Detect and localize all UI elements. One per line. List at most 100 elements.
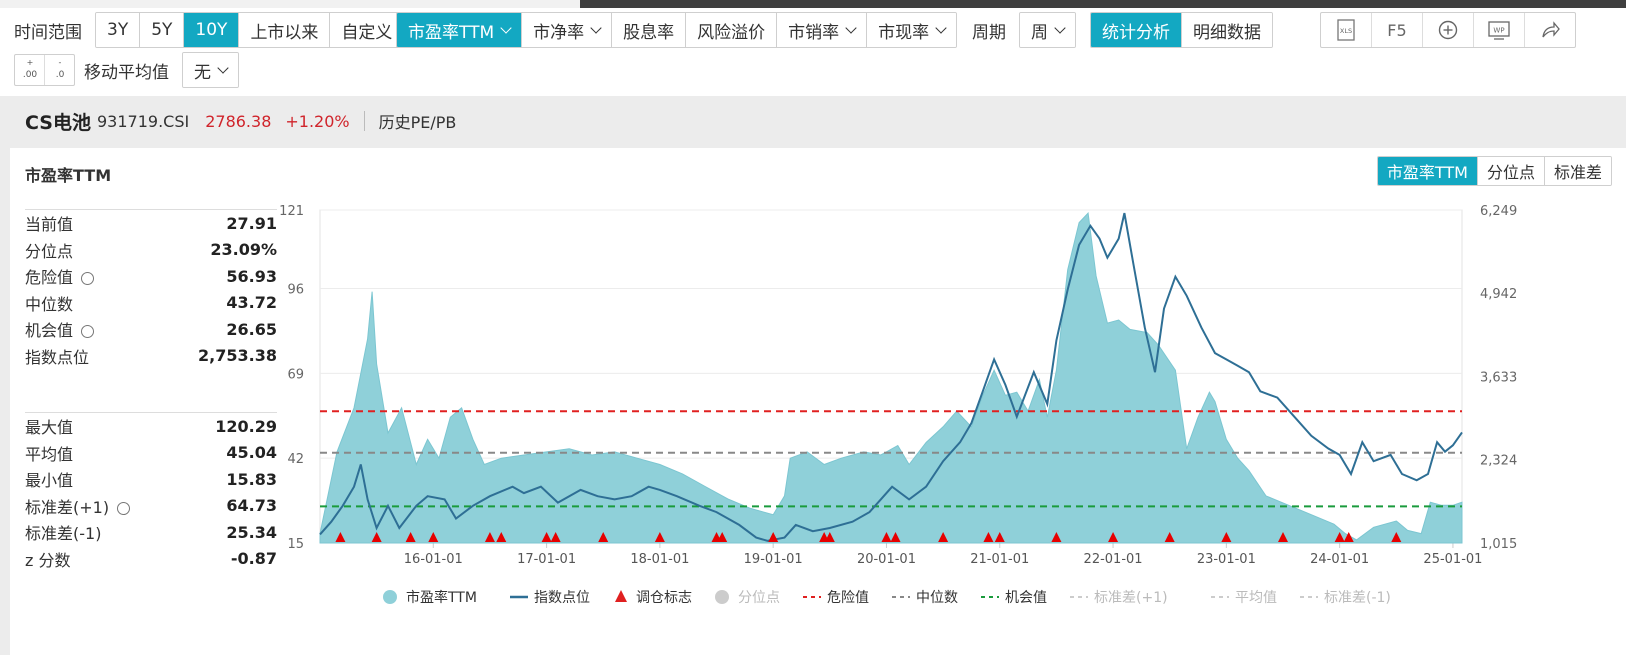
tab-detail-data[interactable]: 明细数据 [1182, 13, 1272, 47]
legend-label: 分位点 [738, 590, 780, 606]
rebalance-marker [335, 532, 346, 542]
rebalance-marker [1221, 532, 1232, 542]
legend-label: 标准差(+1) [1094, 590, 1168, 606]
rebalance-marker [768, 532, 779, 542]
gear-icon[interactable] [81, 325, 95, 339]
legend-item[interactable]: 市盈率TTM [383, 589, 477, 606]
share-icon[interactable] [1525, 13, 1575, 47]
chevron-down-icon [1054, 21, 1066, 34]
stat-row: 平均值 45.04 [25, 440, 277, 467]
stat-row: 最大值 120.29 [25, 413, 277, 440]
stat-label: 最小值 [25, 471, 74, 491]
window-top-strip [0, 0, 1626, 8]
stat-value: 23.09% [210, 240, 277, 260]
seg-tab-stddev[interactable]: 标准差 [1544, 157, 1611, 185]
metric-pb-label: 市净率 [533, 22, 585, 43]
stat-label: 中位数 [25, 294, 74, 314]
stat-row: 标准差(+1) 64.73 [25, 493, 277, 520]
stat-row: 最小值 15.83 [25, 466, 277, 493]
chevron-down-icon [500, 21, 512, 34]
period-value: 周 [1031, 22, 1048, 43]
metric-ps-dropdown[interactable]: 市销率 [777, 13, 868, 47]
rebalance-marker [1164, 532, 1175, 542]
stat-label: 分位点 [25, 241, 74, 261]
rebalance-marker [994, 532, 1005, 542]
rebalance-marker [717, 532, 728, 542]
metric-risk-premium-button[interactable]: 风险溢价 [686, 13, 778, 47]
gear-icon[interactable] [81, 272, 95, 286]
legend-label: 调仓标志 [636, 590, 692, 606]
rebalance-marker [890, 532, 901, 542]
metric-dividend-button[interactable]: 股息率 [612, 13, 687, 47]
x-tick-label: 21-01-01 [970, 552, 1029, 567]
y-right-tick-label: 6,249 [1480, 204, 1517, 219]
rebalance-marker [1343, 532, 1354, 542]
svg-text:.00: .00 [22, 70, 37, 80]
legend-item[interactable]: 标准差(+1) [1070, 590, 1168, 606]
x-tick-label: 16-01-01 [404, 552, 463, 567]
y-left-tick-label: 69 [287, 367, 304, 382]
legend-item[interactable]: 机会值 [981, 590, 1047, 606]
stat-row: 指数点位 2,753.38 [25, 343, 277, 370]
index-line [319, 212, 1463, 542]
y-left-tick-label: 96 [287, 283, 304, 298]
stats-top: 当前值 27.91 分位点 23.09% 危险值 56.93 中位数 43.72 机会值 26.6… [25, 209, 277, 369]
stat-value: 64.73 [226, 496, 277, 516]
decimal-increase-icon[interactable]: + .00 [15, 55, 45, 85]
legend-item[interactable]: 分位点 [715, 590, 780, 606]
moving-average-select[interactable]: 无 [182, 52, 239, 88]
range-custom-button[interactable]: 自定义 [330, 13, 404, 47]
stat-value: 45.04 [226, 443, 277, 463]
history-pe-pb-link[interactable]: 历史PE/PB [378, 113, 457, 132]
wps-icon[interactable]: WP [1474, 13, 1525, 47]
metric-pe-ttm-dropdown[interactable]: 市盈率TTM [397, 13, 523, 47]
stat-value: 27.91 [226, 213, 277, 233]
panel-segment-tabs: 市盈率TTM 分位点 标准差 [1376, 156, 1612, 186]
period-select-value[interactable]: 周 [1020, 13, 1075, 47]
legend-item[interactable]: 标准差(-1) [1300, 590, 1391, 606]
seg-tab-pe[interactable]: 市盈率TTM [1377, 157, 1478, 185]
y-right-tick-label: 1,015 [1480, 537, 1517, 552]
rebalance-marker [983, 532, 994, 542]
rebalance-marker [598, 532, 609, 542]
f5-refresh-icon[interactable]: F5 [1372, 13, 1423, 47]
rebalance-marker [550, 532, 561, 542]
chevron-down-icon [590, 21, 602, 34]
tab-statistics[interactable]: 统计分析 [1091, 13, 1182, 47]
x-tick-label: 23-01-01 [1197, 552, 1256, 567]
range-3y-button[interactable]: 3Y [96, 13, 141, 47]
stat-value: 2,753.38 [198, 346, 277, 366]
metric-pcf-dropdown[interactable]: 市现率 [867, 13, 957, 47]
metric-pe-ttm-label: 市盈率TTM [408, 22, 495, 43]
range-5y-button[interactable]: 5Y [140, 13, 185, 47]
chevron-down-icon [845, 21, 857, 34]
legend-item[interactable]: 调仓标志 [615, 590, 692, 606]
stat-value: 26.65 [226, 319, 277, 339]
metric-group: 市盈率TTM 市净率 股息率 风险溢价 市销率 市现率 [396, 12, 958, 48]
metric-pb-dropdown[interactable]: 市净率 [522, 13, 613, 47]
period-select[interactable]: 周 [1019, 12, 1076, 48]
chart-panel: 市盈率TTM 市盈率TTM 分位点 标准差 当前值 27.91 分位点 23.09% 危… [10, 148, 1626, 655]
rebalance-marker [1277, 532, 1288, 542]
legend-label: 中位数 [916, 590, 958, 606]
range-since-listing-button[interactable]: 上市以来 [239, 13, 331, 47]
legend-item[interactable]: 平均值 [1211, 590, 1277, 606]
xls-icon[interactable]: XLS [1321, 13, 1372, 47]
moving-average-value[interactable]: 无 [183, 53, 238, 87]
legend-item[interactable]: 危险值 [803, 590, 869, 606]
seg-tab-percentile[interactable]: 分位点 [1477, 157, 1545, 185]
stat-value: 56.93 [226, 266, 277, 286]
gear-icon[interactable] [117, 501, 131, 515]
legend-item[interactable]: 中位数 [892, 590, 958, 606]
index-change: +1.20% [285, 111, 350, 131]
view-tab-group: 统计分析 明细数据 [1090, 12, 1273, 48]
stat-label: z 分数 [25, 550, 71, 570]
metric-ps-label: 市销率 [788, 22, 840, 43]
decimal-decrease-icon[interactable]: - .0 [45, 55, 74, 85]
rebalance-marker [1391, 532, 1402, 542]
legend-item[interactable]: 指数点位 [510, 590, 590, 606]
add-icon[interactable] [1423, 13, 1474, 47]
stat-row: 机会值 26.65 [25, 316, 277, 343]
panel-title: 市盈率TTM [25, 166, 112, 185]
range-10y-button[interactable]: 10Y [184, 13, 240, 47]
